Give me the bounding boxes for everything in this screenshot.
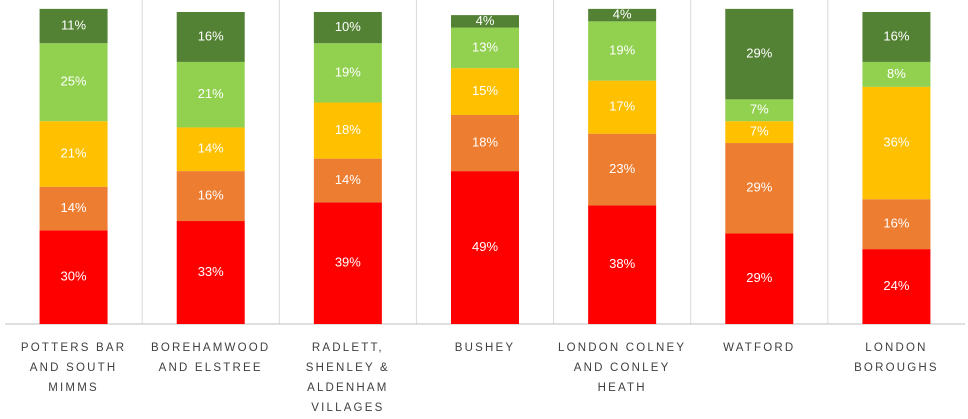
data-label: 18% (335, 122, 361, 137)
bar-segment (725, 233, 794, 324)
data-label: 24% (883, 278, 909, 293)
bar-segment (176, 127, 245, 172)
bar-segment (862, 199, 931, 250)
data-label: 49% (472, 239, 498, 254)
x-tick-label: BOREHAMWOOD AND ELSTREE (151, 342, 271, 374)
data-label: 23% (609, 161, 635, 176)
data-label: 14% (198, 141, 224, 156)
bar-segment (588, 8, 657, 22)
bar-segment (588, 21, 657, 81)
bar-segment (862, 86, 931, 200)
bar-segment (451, 27, 519, 69)
x-tick-label: LONDON BOROUGHS (854, 342, 939, 374)
data-label: 7% (750, 124, 769, 139)
data-label: 19% (609, 42, 635, 57)
data-label: 16% (198, 28, 224, 43)
data-label: 15% (472, 83, 498, 98)
data-label: 30% (61, 269, 87, 284)
data-label: 4% (613, 7, 632, 22)
data-label: 39% (335, 255, 361, 270)
data-label: 29% (746, 180, 772, 195)
data-label: 14% (335, 172, 361, 187)
bar-segment (862, 61, 931, 87)
bar-segment (725, 8, 794, 100)
data-label: 14% (61, 200, 87, 215)
x-tick-label: LONDON COLNEY AND CONLEY HEATH (557, 342, 687, 394)
data-label: 8% (887, 66, 906, 81)
data-label: 7% (750, 102, 769, 117)
bar-segment (451, 15, 519, 28)
data-label: 11% (61, 17, 86, 32)
bar-segment (176, 221, 245, 324)
bar-segment (451, 68, 519, 115)
data-label: 10% (335, 19, 361, 34)
x-tick-label: BUSHEY (454, 342, 516, 354)
data-label: 4% (476, 13, 495, 28)
bar-segment (313, 102, 382, 159)
data-label: 29% (746, 46, 772, 61)
data-label: 21% (198, 86, 224, 101)
bar-segment (39, 43, 108, 122)
x-tick-label: RADLETT, SHENLEY & ALDENHAM VILLAGES (305, 342, 390, 414)
bar-segment (176, 61, 245, 128)
bar-segment (862, 249, 931, 324)
bar-segment (451, 114, 519, 172)
bar-segment (39, 121, 108, 187)
data-label: 33% (198, 264, 224, 279)
bar-segment (313, 43, 382, 103)
bar-segment (862, 12, 931, 62)
bar-segment (588, 80, 657, 134)
data-label: 16% (883, 28, 909, 43)
data-label: 29% (746, 270, 772, 285)
bar-segment (176, 12, 245, 62)
data-label: 19% (335, 64, 361, 79)
data-label: 36% (883, 134, 909, 149)
bar-segment (451, 171, 519, 324)
bar-segment (725, 99, 794, 122)
data-label: 38% (609, 256, 635, 271)
x-tick-label: POTTERS BAR AND SOUTH MIMMS (20, 342, 127, 394)
data-label: 21% (61, 145, 87, 160)
bar-segment (39, 230, 108, 324)
bar-segment (176, 171, 245, 222)
data-label: 25% (61, 74, 87, 89)
x-tick-label: WATFORD (723, 342, 796, 354)
bar-segment (39, 8, 108, 44)
bar-segment (313, 202, 382, 324)
bar-segment (313, 12, 382, 44)
bar-segment (39, 186, 108, 231)
data-label: 16% (883, 216, 909, 231)
data-label: 17% (609, 99, 635, 114)
data-label: 18% (472, 134, 498, 149)
bar-segment (725, 143, 794, 234)
bar-segment (725, 121, 794, 144)
bar-segment (588, 133, 657, 206)
bar-segment (313, 158, 382, 203)
data-label: 13% (472, 39, 498, 54)
bar-segment (588, 205, 657, 324)
data-label: 16% (198, 188, 224, 203)
